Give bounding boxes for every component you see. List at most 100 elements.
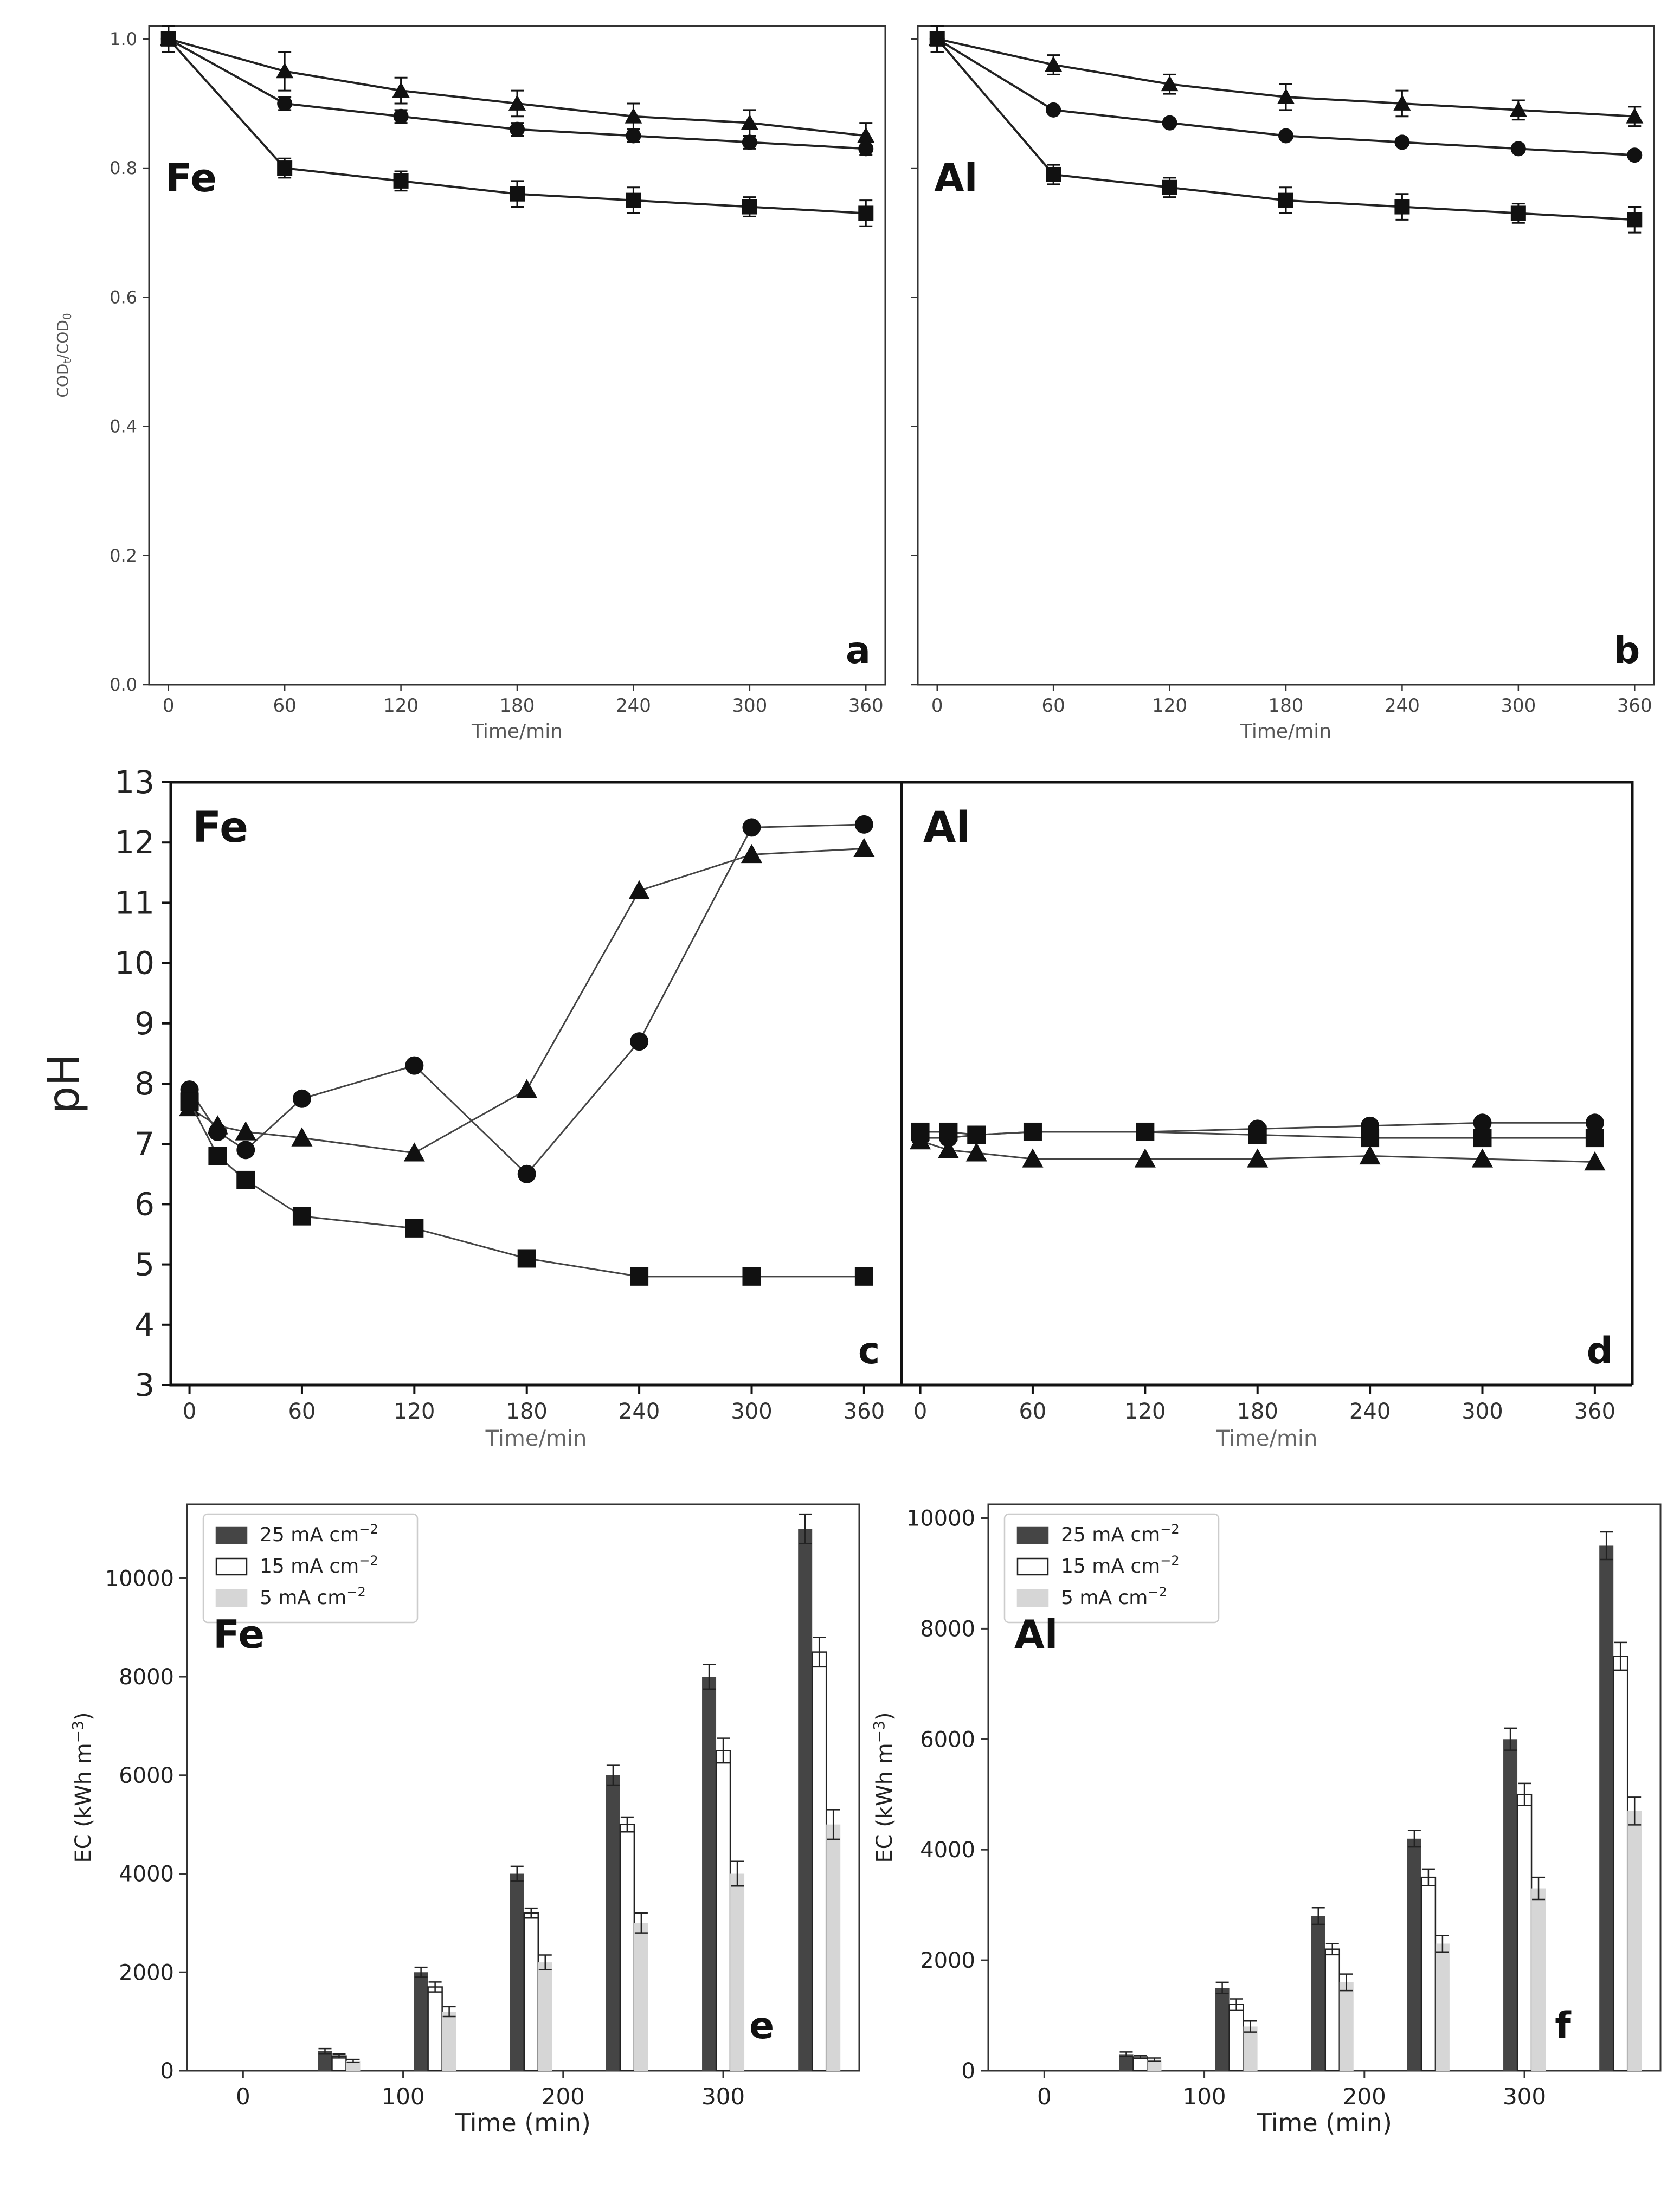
legend-swatch [215,1526,248,1544]
data-point [741,843,763,864]
x-tick-label: 240 [1385,695,1420,717]
y-tick-label: 5 [134,1246,155,1283]
x-tick-label: 300 [731,1399,772,1424]
data-point [858,205,874,221]
data-point [235,1121,256,1141]
data-point [393,173,409,189]
y-axis-label: CODt/COD0 [54,313,74,397]
data-point [625,107,642,124]
bar [510,1873,524,2071]
data-point [1248,1125,1267,1144]
x-tick-label: 360 [1574,1399,1615,1424]
data-point [1393,94,1411,111]
series-square [929,25,1643,234]
x-tick-label: 240 [1349,1399,1391,1424]
panel-d: 0 60 120 180 240 300 360 Time/min Al d [902,781,1634,1451]
bar [1228,2004,1244,2072]
series-triangle [910,1130,1606,1171]
x-axis-label: Time/min [1240,720,1331,743]
bar [1407,1838,1421,2071]
data-point [393,108,409,124]
legend-frame [1003,1513,1220,1624]
panel-letter: d [1587,1330,1613,1373]
y-tick-label: 7 [134,1125,155,1162]
x-tick-label: 60 [1042,695,1065,717]
bar [730,1873,745,2071]
y-tick-label: 4000 [119,1862,174,1887]
bar [318,2051,332,2071]
metal-label: Al [923,803,970,852]
data-point [1509,101,1527,117]
data-point [236,1170,255,1189]
y-tick-label: 0.0 [110,674,137,695]
data-point [1510,141,1526,157]
data-point [854,815,873,834]
data-point [742,134,757,150]
data-point [1626,107,1644,124]
y-tick-label: 10 [114,945,155,982]
bar [826,1824,841,2071]
bar [798,1529,813,2071]
data-point [1247,1148,1269,1168]
bar [1339,1982,1354,2071]
y-tick-label: 13 [114,764,155,801]
x-tick-label: 0 [913,1399,927,1424]
panel-letter: e [749,2005,774,2047]
x-tick-label: 120 [394,1399,435,1424]
panel-b: 0 60 120 180 240 300 360 Time/min Al b [911,25,1655,743]
x-tick-label: 180 [506,1399,548,1424]
bar [1627,1811,1642,2071]
data-point [510,186,525,202]
x-tick-label: 200 [1343,2083,1386,2110]
data-point [1394,199,1410,215]
x-tick-label: 100 [381,2083,424,2110]
bar [523,1912,539,2072]
data-point [1584,1151,1606,1171]
data-point [292,1089,311,1108]
bar [1516,1793,1533,2072]
y-tick-label: 0 [962,2059,975,2084]
bar [1503,1739,1518,2071]
x-tick-label: 60 [288,1399,316,1424]
x-axis-label: Time (min) [455,2108,591,2137]
bar [414,1972,428,2071]
x-tick-label: 360 [1617,695,1652,717]
data-point [180,1092,199,1111]
x-tick-label: 120 [1124,1399,1166,1424]
data-point [967,1125,986,1144]
y-tick-label: 6000 [119,1763,174,1788]
data-point [405,1219,424,1238]
bar [1599,1545,1614,2071]
x-tick-label: 0 [163,695,175,717]
bar [1420,1876,1437,2072]
y-tick-label: 0.4 [110,416,137,437]
legend-swatch [1016,1589,1049,1607]
y-tick-label: 8 [134,1065,155,1102]
data-point [939,1122,958,1141]
data-point [630,1032,649,1051]
series-circle [929,25,1643,163]
legend-swatch [1016,1526,1049,1544]
series-line [168,37,866,137]
data-point [517,1164,536,1183]
y-tick-label: 0.2 [110,545,137,566]
legend-swatch [1016,1557,1049,1576]
x-tick-label: 100 [1182,2083,1226,2110]
data-point [1359,1145,1381,1165]
data-point [853,838,875,857]
axes-frame [169,781,903,1387]
data-point [292,1207,311,1226]
data-point [508,94,526,111]
x-tick-label: 0 [931,695,943,717]
panel-a: 0 60 120 180 240 300 360 0.0 0.2 0.4 0.6 0.8 1.0 Time… [54,25,886,743]
axes-frame [902,781,1634,1387]
data-point [1361,1129,1380,1148]
data-point [1023,1122,1042,1141]
legend-frame [202,1513,419,1624]
data-point [1585,1113,1604,1132]
bar [606,1775,620,2071]
x-tick-label: 360 [844,1399,885,1424]
data-point [1394,134,1410,150]
y-tick-label: 8000 [920,1617,975,1641]
x-tick-label: 0 [1037,2083,1052,2110]
